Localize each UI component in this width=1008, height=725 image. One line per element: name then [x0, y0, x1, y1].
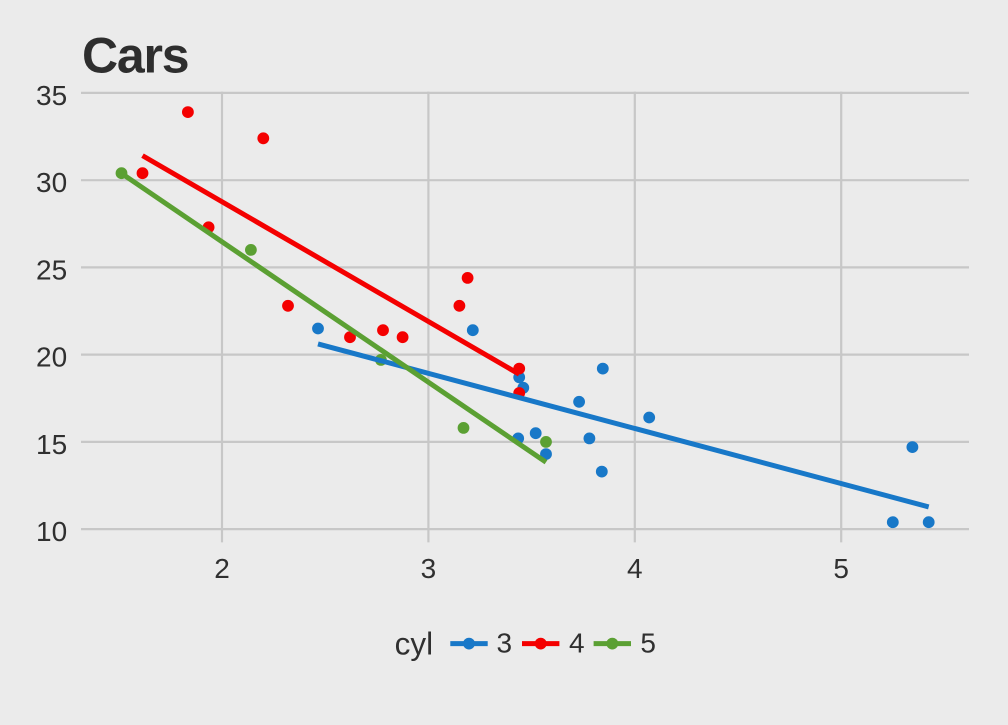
svg-text:10: 10 [36, 516, 67, 547]
svg-text:Cars: Cars [82, 28, 188, 84]
svg-text:30: 30 [36, 167, 67, 198]
svg-text:cyl: cyl [395, 626, 434, 662]
svg-text:15: 15 [36, 429, 67, 460]
svg-text:25: 25 [36, 254, 67, 285]
svg-text:3: 3 [421, 553, 437, 584]
svg-text:4: 4 [569, 628, 585, 659]
svg-text:20: 20 [36, 342, 67, 373]
svg-text:5: 5 [640, 628, 656, 659]
svg-text:3: 3 [497, 628, 513, 659]
svg-text:5: 5 [833, 553, 849, 584]
svg-text:35: 35 [36, 80, 67, 111]
svg-text:2: 2 [214, 553, 230, 584]
svg-text:4: 4 [627, 553, 643, 584]
